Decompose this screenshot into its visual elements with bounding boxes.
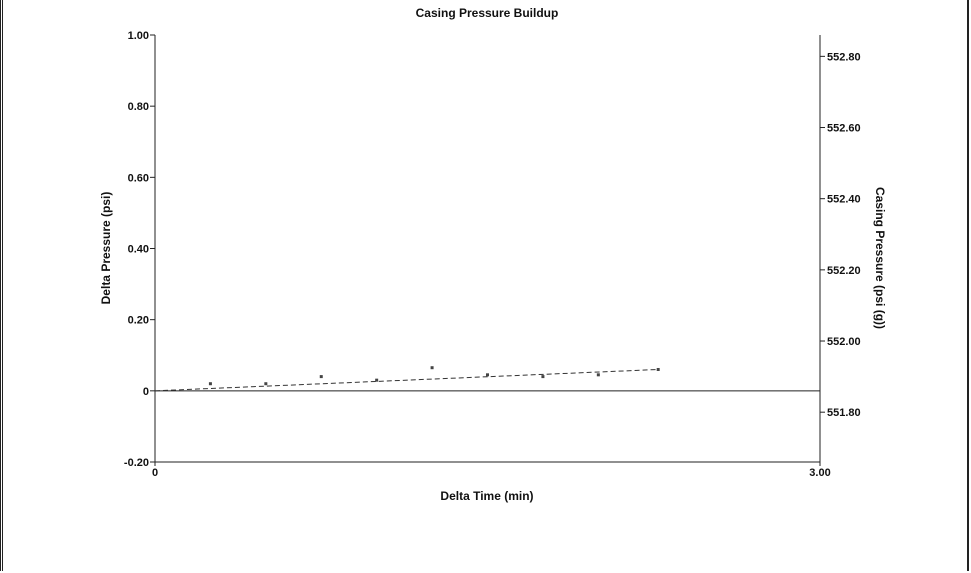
y-tick-label: 0.60 xyxy=(128,172,149,184)
y-tick-label: 0 xyxy=(143,386,149,398)
y2-tick-label: 552.20 xyxy=(827,265,861,277)
y-tick-label: 1.00 xyxy=(128,30,149,42)
y2-axis-label: Casing Pressure (psi (g)) xyxy=(873,187,887,329)
y2-tick-label: 552.00 xyxy=(827,336,861,348)
data-point xyxy=(319,375,323,379)
chart-title: Casing Pressure Buildup xyxy=(416,6,559,20)
x-tick-label: 0 xyxy=(152,467,158,479)
data-point xyxy=(596,373,600,377)
data-marks xyxy=(154,366,660,392)
data-point xyxy=(430,366,434,370)
y2-tick-label: 551.80 xyxy=(827,407,861,419)
y-tick-label: 0.20 xyxy=(128,315,149,327)
x-tick-label: 3.00 xyxy=(809,467,830,479)
y-tick-label: -0.20 xyxy=(124,457,149,469)
data-point xyxy=(541,375,545,379)
y-tick-label: 0.40 xyxy=(128,244,149,256)
data-point xyxy=(656,367,660,371)
y-tick-label: 0.80 xyxy=(128,101,149,113)
trend-line xyxy=(154,368,659,392)
y2-tick-label: 552.40 xyxy=(827,194,861,206)
data-point xyxy=(486,373,489,377)
y2-tick-label: 552.60 xyxy=(827,123,861,135)
y-axis-label: Delta Pressure (psi) xyxy=(99,192,113,305)
x-axis-label: Delta Time (min) xyxy=(440,489,533,503)
data-point xyxy=(264,382,268,386)
axes xyxy=(154,35,821,463)
tick-group: 1.000.800.600.400.200-0.20552.80552.6055… xyxy=(124,30,861,479)
data-point xyxy=(208,382,212,386)
data-point xyxy=(375,378,379,382)
y2-tick-label: 552.80 xyxy=(827,51,861,63)
